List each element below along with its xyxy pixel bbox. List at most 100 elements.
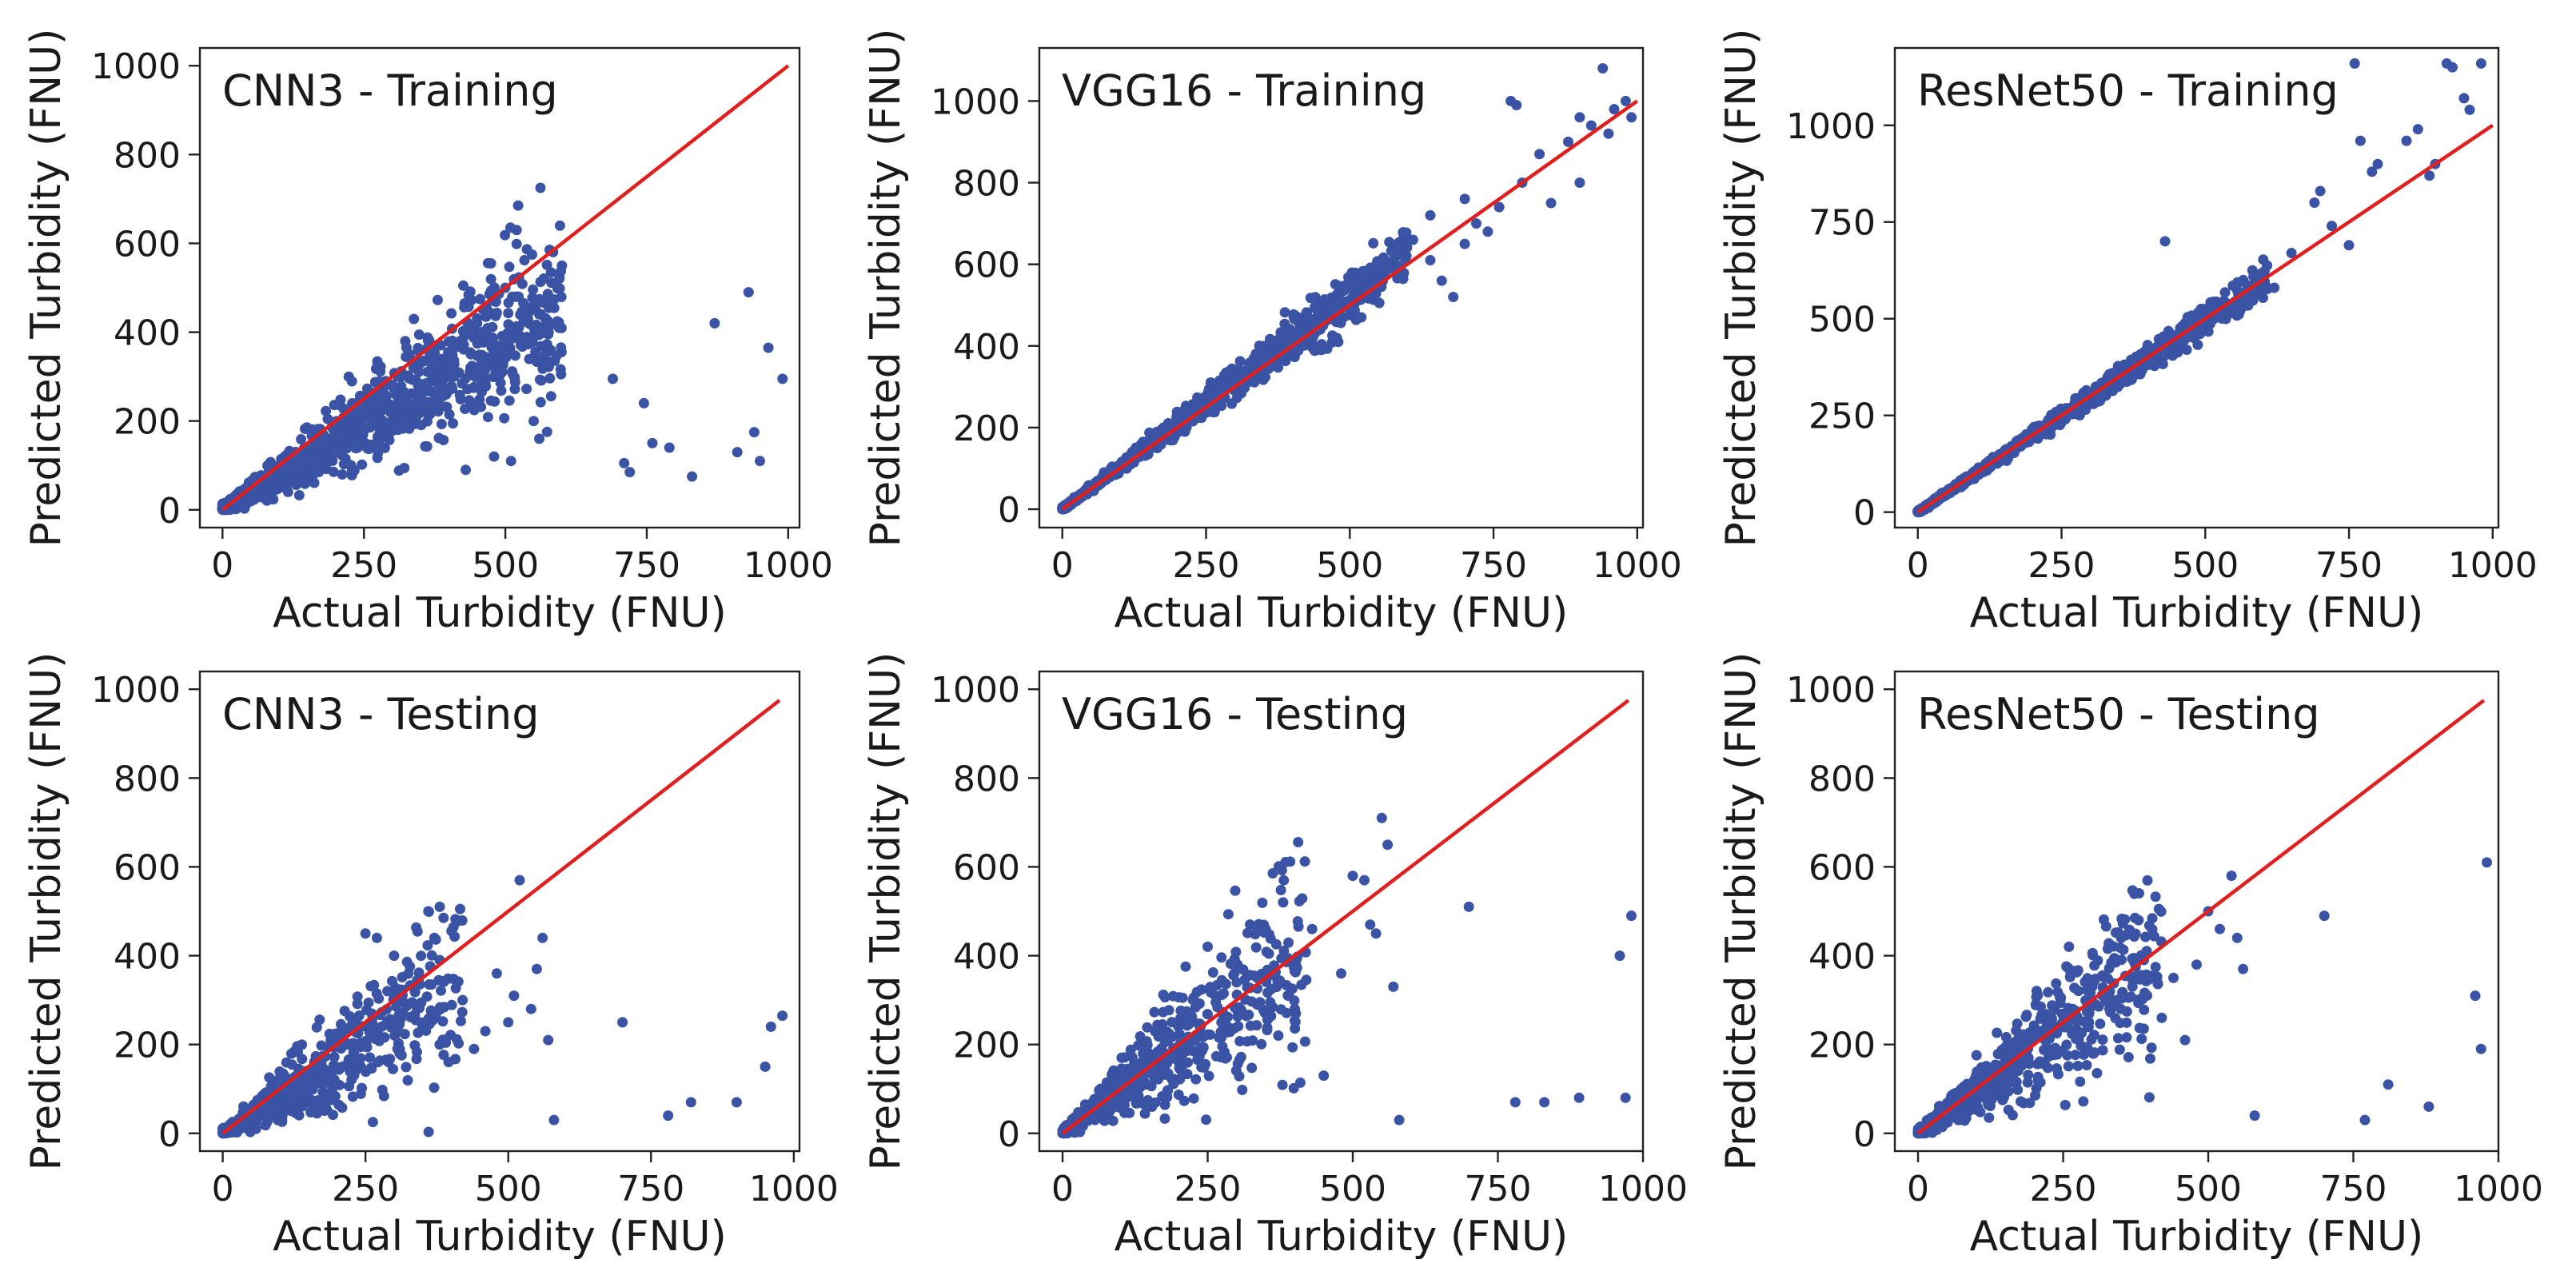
data-point: [353, 425, 365, 436]
data-point: [393, 397, 404, 408]
plot-frame: [1893, 46, 2500, 529]
data-point: [392, 1043, 403, 1054]
data-point: [1315, 345, 1326, 356]
data-point: [357, 459, 368, 470]
data-point: [543, 329, 554, 340]
data-point: [329, 1074, 340, 1086]
data-point: [1277, 334, 1288, 345]
x-tick-label: 250: [1173, 545, 1240, 586]
y-tick-label: 1000: [91, 46, 181, 87]
x-tick-label: 0: [211, 545, 233, 586]
data-point: [541, 426, 552, 437]
data-point: [1305, 293, 1316, 304]
data-point: [310, 460, 321, 472]
data-point: [1206, 406, 1217, 417]
data-point: [268, 494, 279, 505]
data-point: [2355, 135, 2366, 146]
data-point: [387, 380, 398, 391]
y-tick-label: 800: [114, 135, 181, 176]
data-point: [554, 220, 565, 231]
data-point: [326, 1094, 337, 1106]
data-point: [451, 1034, 462, 1045]
data-point: [515, 309, 526, 321]
data-point: [373, 1057, 384, 1068]
data-point: [731, 1097, 742, 1108]
data-point: [455, 903, 465, 914]
x-tick-label: 750: [617, 1169, 684, 1209]
x-tick-label: 500: [2171, 545, 2239, 586]
data-point: [1284, 325, 1295, 337]
data-point: [1254, 341, 1265, 351]
x-axis-label: Actual Turbidity (FNU): [1970, 589, 2424, 637]
y-tick-label: 600: [953, 245, 1020, 286]
data-point: [379, 442, 390, 453]
data-point: [311, 1022, 322, 1033]
data-point: [1181, 406, 1192, 417]
data-point: [280, 482, 291, 493]
data-point: [617, 1017, 628, 1028]
data-point: [525, 1003, 536, 1014]
data-point: [285, 1092, 297, 1103]
data-point: [472, 338, 483, 349]
data-point: [401, 342, 412, 353]
data-point: [502, 328, 513, 339]
data-point: [477, 326, 488, 337]
data-point: [361, 1042, 373, 1053]
y-tick-label: 800: [114, 759, 181, 799]
data-point: [1378, 255, 1390, 265]
data-point: [450, 982, 461, 994]
data-point: [536, 341, 547, 352]
x-tick-label: 1000: [2448, 545, 2538, 586]
data-point: [369, 979, 380, 990]
data-point: [436, 985, 446, 996]
data-point: [1534, 149, 1545, 160]
data-point: [486, 351, 497, 362]
data-point: [2367, 166, 2378, 177]
data-point: [285, 464, 296, 476]
data-point: [434, 379, 445, 390]
data-point: [454, 389, 465, 400]
data-point: [415, 357, 426, 369]
data-point: [528, 416, 539, 427]
data-point: [397, 971, 408, 982]
data-point: [444, 409, 455, 420]
data-point: [358, 407, 369, 418]
y-tick-label: 400: [953, 327, 1020, 368]
data-point: [424, 979, 435, 990]
data-point: [1159, 1113, 1170, 1124]
data-point: [556, 346, 567, 357]
data-point: [409, 1010, 421, 1021]
data-point: [264, 475, 275, 486]
data-point: [443, 336, 454, 347]
data-point: [457, 1006, 468, 1018]
data-point: [1267, 868, 1278, 879]
data-point: [409, 313, 420, 325]
data-point: [485, 273, 496, 285]
data-point: [515, 340, 526, 351]
data-point: [548, 1114, 560, 1126]
data-point: [351, 1062, 362, 1074]
data-point: [548, 302, 560, 313]
data-point: [501, 349, 512, 360]
data-point: [1367, 275, 1378, 286]
data-point: [438, 435, 449, 445]
y-axis-label: Predicted Turbidity (FNU): [22, 652, 70, 1171]
data-point: [404, 373, 414, 384]
data-point: [345, 460, 356, 471]
y-tick-label: 0: [998, 490, 1020, 531]
data-point: [446, 381, 457, 392]
data-point: [490, 365, 501, 376]
x-tick-label: 750: [613, 545, 680, 586]
data-point: [1250, 350, 1262, 361]
data-point: [425, 1005, 437, 1016]
data-point: [489, 396, 500, 407]
data-point: [1273, 1030, 1284, 1041]
data-point: [428, 354, 438, 365]
data-point: [1372, 261, 1383, 272]
data-point: [777, 373, 788, 384]
data-point: [344, 1081, 355, 1092]
data-point: [367, 1117, 378, 1128]
data-point: [374, 435, 385, 446]
data-point: [385, 1014, 396, 1025]
